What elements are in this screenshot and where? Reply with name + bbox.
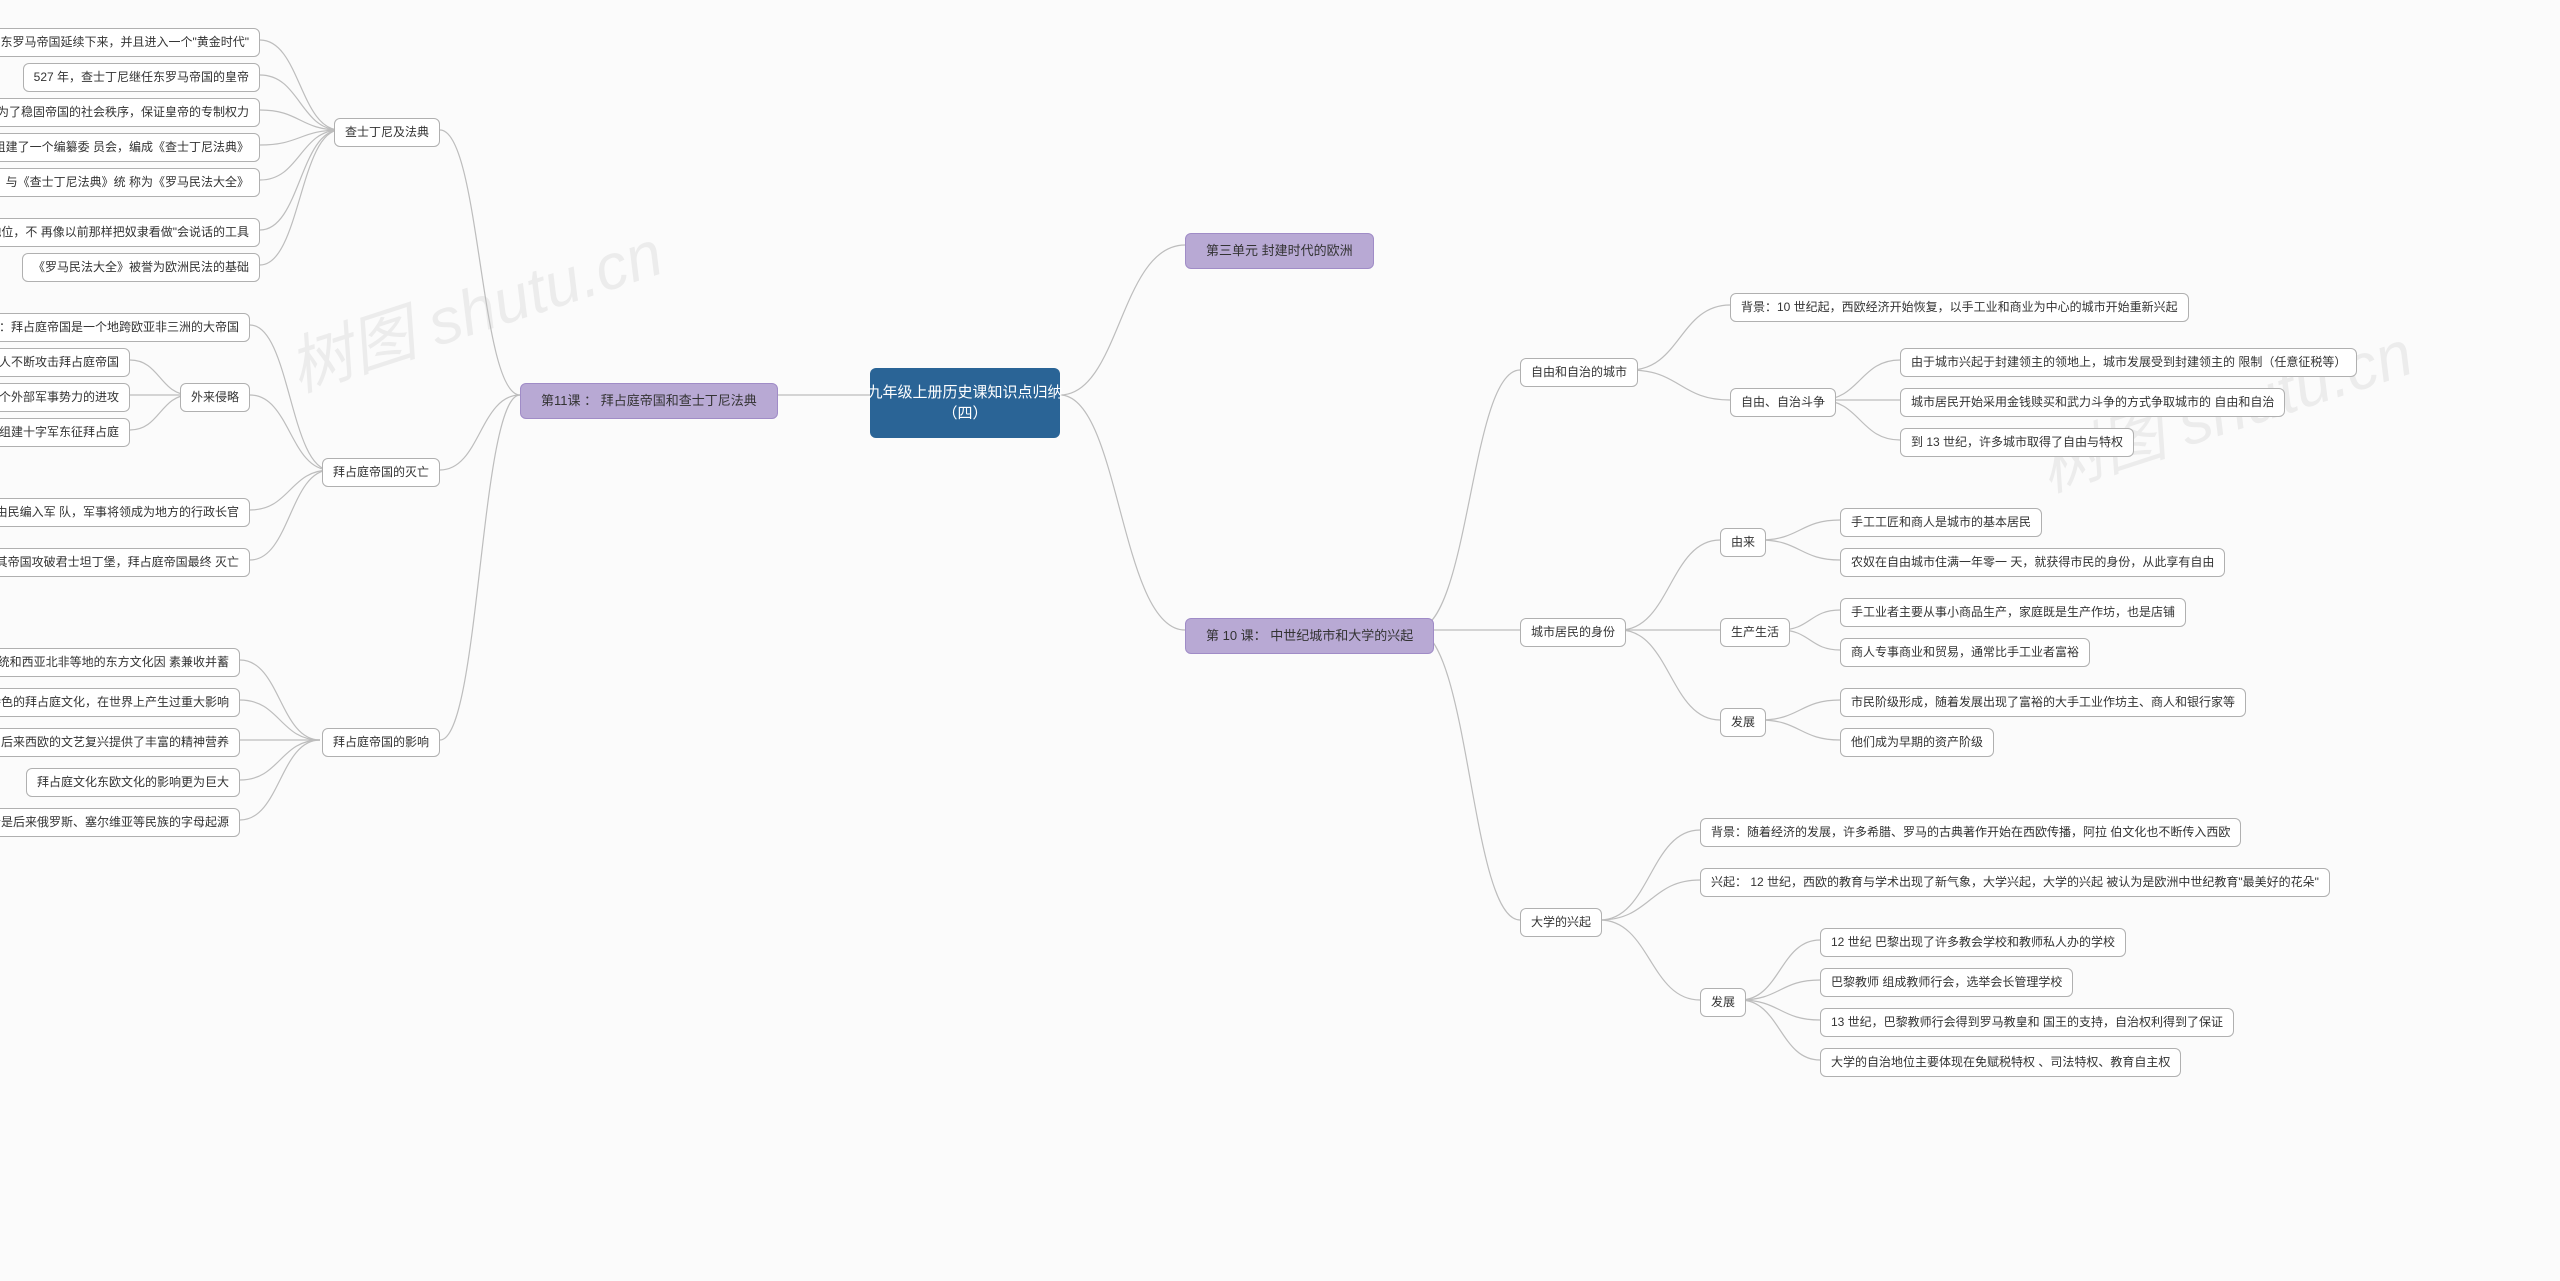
udev-item-1: 巴黎教师 组成教师行会，选举会长管理学校 — [1820, 968, 2073, 997]
inf-item-4: 9 世纪时，拜占庭教士创造的西里尔字母是后来俄罗斯、塞尔维亚等民族的字母起源 — [0, 808, 240, 837]
citizens-origin[interactable]: 由来 — [1720, 528, 1766, 557]
topic-lesson11[interactable]: 第11课 ： 拜占庭帝国和查士丁尼法典 — [520, 383, 778, 419]
fall-sub2: 抗击侵略：把行省改为军区，把自由民编入军 队，军事将领成为地方的行政长官 — [0, 498, 250, 527]
inf-item-3: 拜占庭文化东欧文化的影响更为巨大 — [26, 768, 240, 797]
inv-item-2: 西欧封建主组建十字军东征拜占庭 — [0, 418, 130, 447]
citizens-life[interactable]: 生产生活 — [1720, 618, 1790, 647]
cdev-item-0: 市民阶级形成，随着发展出现了富裕的大手工业作坊主、商人和银行家等 — [1840, 688, 2246, 717]
university-dev[interactable]: 发展 — [1700, 988, 1746, 1017]
life-item-1: 商人专事商业和贸易，通常比手工业者富裕 — [1840, 638, 2090, 667]
root-node[interactable]: 九年级上册历史课知识点归纳（四） — [870, 368, 1060, 438]
free-city[interactable]: 自由和自治的城市 — [1520, 358, 1638, 387]
cdev-item-1: 他们成为早期的资产阶级 — [1840, 728, 1994, 757]
struggle-item-1: 城市居民开始采用金钱赎买和武力斗争的方式争取城市的 自由和自治 — [1900, 388, 2285, 417]
udev-item-0: 12 世纪 巴黎出现了许多教会学校和教师私人办的学校 — [1820, 928, 2126, 957]
jus-item-5: 《罗马民法大全》仍然承认奴隶制，但在一定程度上改善了奴隶的地位，不 再像以前那样… — [0, 218, 260, 247]
jus-item-1: 527 年，查士丁尼继任东罗马帝国的皇帝 — [23, 63, 260, 92]
inv-item-0: 7 世纪起，阿拉伯人不断攻击拜占庭帝国 — [0, 348, 130, 377]
jus-item-2: 为了稳固帝国的社会秩序，保证皇帝的专制权力 — [0, 98, 260, 127]
citizens[interactable]: 城市居民的身份 — [1520, 618, 1626, 647]
jus-item-3: 查士丁尼组建了一个编纂委 员会，编成《查士丁尼法典》 — [0, 133, 260, 162]
jus-item-4: 同时，又编了《法学汇纂》、《法理概要》、《新法典》，与《查士丁尼法典》统 称为《… — [0, 168, 260, 197]
inf-item-0: 拜占庭帝国对基督教、希腊罗马的古典文化传统和西亚北非等地的东方文化因 素兼收并蓄 — [0, 648, 240, 677]
life-item-0: 手工业者主要从事小商品生产，家庭既是生产作坊，也是店铺 — [1840, 598, 2186, 627]
inf-item-1: 创造出了独具特色的拜占庭文化，在世界上产生过重大影响 — [0, 688, 240, 717]
university[interactable]: 大学的兴起 — [1520, 908, 1602, 937]
watermark: 树图 shutu.cn — [275, 202, 672, 409]
justinian[interactable]: 查士丁尼及法典 — [334, 118, 440, 147]
origin-item-0: 手工工匠和商人是城市的基本居民 — [1840, 508, 2042, 537]
inv-item-1: 9 世纪以后，面临多个外部军事势力的进攻 — [0, 383, 130, 412]
topic-unit-right[interactable]: 第三单元 封建时代的欧洲 — [1185, 233, 1374, 269]
free-city-bg: 背景：10 世纪起，西欧经济开始恢复，以手工业和商业为中心的城市开始重新兴起 — [1730, 293, 2189, 322]
jus-item-6: 《罗马民法大全》被誉为欧洲民法的基础 — [22, 253, 260, 282]
free-city-struggle[interactable]: 自由、自治斗争 — [1730, 388, 1836, 417]
jus-item-0: 西罗马灭亡后，东罗马帝国延续下来，并且进入一个"黄金时代" — [0, 28, 260, 57]
university-rise: 兴起： 12 世纪，西欧的教育与学术出现了新气象，大学兴起，大学的兴起 被认为是… — [1700, 868, 2330, 897]
university-bg: 背景：随着经济的发展，许多希腊、罗马的古典著作开始在西欧传播，阿拉 伯文化也不断… — [1700, 818, 2241, 847]
fall-sub3: 帝国灭亡： 1453 年，奥斯曼土耳其帝国攻破君士坦丁堡，拜占庭帝国最终 灭亡 — [0, 548, 250, 577]
udev-item-2: 13 世纪，巴黎教师行会得到罗马教皇和 国王的支持，自治权利得到了保证 — [1820, 1008, 2234, 1037]
influence[interactable]: 拜占庭帝国的影响 — [322, 728, 440, 757]
origin-item-1: 农奴在自由城市住满一年零一 天，就获得市民的身份，从此享有自由 — [1840, 548, 2225, 577]
struggle-item-0: 由于城市兴起于封建领主的领地上，城市发展受到封建领主的 限制（任意征税等） — [1900, 348, 2357, 377]
fall-invade[interactable]: 外来侵略 — [180, 383, 250, 412]
fall[interactable]: 拜占庭帝国的灭亡 — [322, 458, 440, 487]
fall-sub1: 规模：拜占庭帝国是一个地跨欧亚非三洲的大帝国 — [0, 313, 250, 342]
topic-lesson10[interactable]: 第 10 课： 中世纪城市和大学的兴起 — [1185, 618, 1434, 654]
citizens-dev[interactable]: 发展 — [1720, 708, 1766, 737]
inf-item-2: 它保存了大量的希腊罗马古籍，为后来西欧的文艺复兴提供了丰富的精神营养 — [0, 728, 240, 757]
struggle-item-2: 到 13 世纪，许多城市取得了自由与特权 — [1900, 428, 2134, 457]
udev-item-3: 大学的自治地位主要体现在免赋税特权 、司法特权、教育自主权 — [1820, 1048, 2181, 1077]
